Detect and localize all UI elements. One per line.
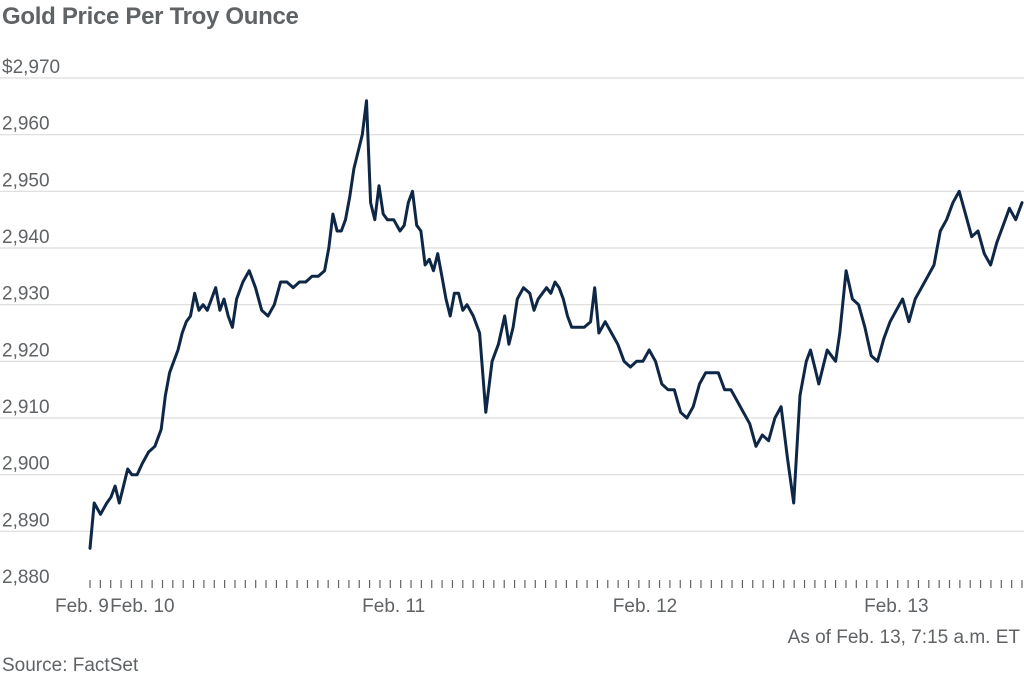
y-tick-label: 2,940 <box>2 227 50 248</box>
y-tick-label: 2,880 <box>2 567 50 588</box>
chart-title: Gold Price Per Troy Ounce <box>2 3 299 30</box>
y-tick-label: 2,920 <box>2 340 50 361</box>
x-tick-label: Feb. 9 <box>55 596 109 617</box>
x-tick-label: Feb. 11 <box>362 596 425 617</box>
x-tick-label: Feb. 12 <box>613 596 677 617</box>
y-tick-label: 2,930 <box>2 284 50 305</box>
y-tick-label: $2,970 <box>2 57 60 78</box>
x-tick-label: Feb. 13 <box>864 596 928 617</box>
y-tick-label: 2,910 <box>2 397 50 418</box>
price-line <box>88 99 1024 550</box>
y-tick-label: 2,900 <box>2 454 50 475</box>
y-tick-label: 2,890 <box>2 510 50 531</box>
y-tick-label: 2,960 <box>2 114 50 135</box>
as-of-note: As of Feb. 13, 7:15 a.m. ET <box>787 627 1020 648</box>
y-tick-label: 2,950 <box>2 170 50 191</box>
source-note: Source: FactSet <box>2 655 139 676</box>
x-tick-label: Feb. 10 <box>110 596 174 617</box>
